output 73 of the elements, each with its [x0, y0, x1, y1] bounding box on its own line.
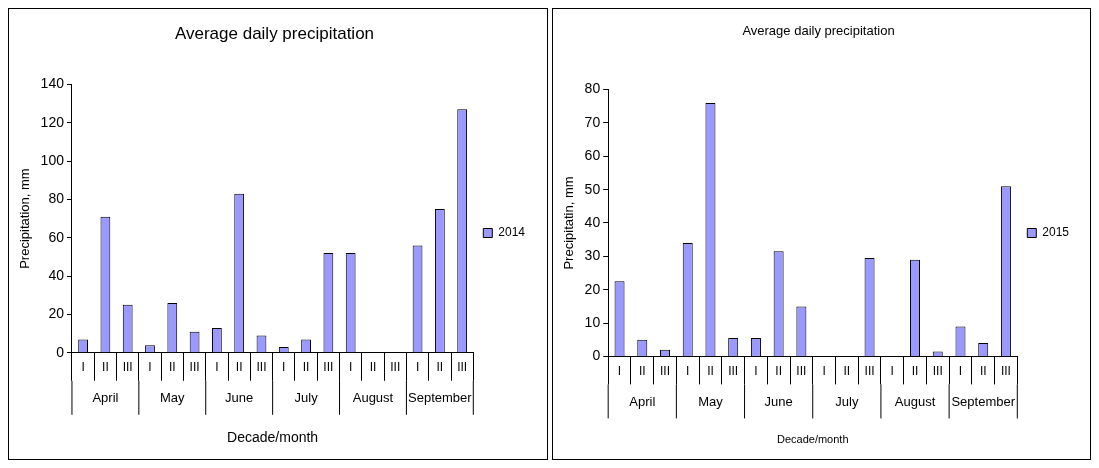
y-tick-label: 20 — [48, 305, 65, 322]
x-tick-label: I — [890, 363, 894, 378]
y-axis-title: Precipitatin, mm — [560, 176, 576, 270]
x-tick-label: III — [659, 363, 670, 378]
y-tick-label: 20 — [584, 280, 600, 297]
x-tick-label: I — [958, 363, 962, 378]
x-tick-label: I — [617, 363, 621, 378]
x-tick-label: II — [102, 360, 109, 375]
x-tick-label: II — [436, 360, 444, 375]
y-tick-label: 120 — [40, 113, 65, 130]
y-tick-label: 0 — [591, 347, 600, 364]
y-tick-label: 140 — [40, 75, 65, 92]
y-axis-title: Precipitation, mm — [17, 168, 33, 269]
y-tick-label: 60 — [48, 228, 65, 245]
x-tick-label: III — [864, 363, 875, 378]
text: June — [225, 390, 254, 406]
x-tick-label: III — [457, 360, 468, 375]
text: July — [294, 390, 319, 406]
x-tick-label: II — [302, 360, 310, 375]
text: April — [92, 390, 119, 406]
text: September — [408, 390, 473, 406]
text: September — [950, 393, 1016, 409]
x-tick-label: III — [256, 360, 267, 375]
x-tick-label: I — [282, 360, 286, 375]
x-tick-label: I — [148, 360, 152, 375]
x-tick-label: III — [323, 360, 334, 375]
y-tick-label: 50 — [584, 180, 600, 197]
text: April — [628, 393, 655, 409]
x-tick-label: III — [727, 363, 738, 378]
y-tick-label: 80 — [584, 80, 600, 97]
x-tick-label: I — [349, 360, 353, 375]
text: August — [352, 390, 394, 406]
x-tick-label: III — [189, 360, 200, 375]
x-tick-label: II — [774, 363, 782, 378]
x-tick-label: I — [821, 363, 826, 378]
y-tick-label: 100 — [40, 151, 65, 168]
text: August — [894, 393, 936, 409]
x-tick-label: II — [706, 363, 714, 378]
x-tick-label: II — [168, 360, 176, 375]
x-tick-label: III — [390, 360, 401, 375]
x-tick-label: II — [911, 363, 918, 378]
y-tick-label: 40 — [584, 213, 600, 230]
y-tick-label: 0 — [56, 343, 65, 360]
y-tick-label: 70 — [584, 113, 600, 130]
x-tick-label: I — [685, 363, 689, 378]
x-axis-title: Decade/month — [227, 429, 319, 446]
text: May — [160, 390, 186, 406]
y-tick-label: 80 — [48, 190, 65, 207]
x-tick-label: I — [415, 360, 420, 375]
x-tick-label: II — [235, 360, 243, 375]
x-tick-label: II — [843, 363, 850, 378]
x-tick-label: III — [1000, 363, 1011, 378]
text: July — [834, 393, 859, 409]
text: June — [764, 393, 793, 409]
x-tick-label: I — [215, 360, 219, 375]
x-tick-label: II — [979, 363, 987, 378]
x-tick-label: II — [638, 363, 646, 378]
text: May — [697, 393, 723, 409]
x-axis-title: Decade/month — [776, 433, 849, 446]
chart-title: Average daily precipitation — [741, 23, 895, 39]
x-tick-label: I — [753, 363, 758, 378]
x-tick-label: I — [81, 360, 85, 375]
y-tick-label: 40 — [48, 266, 65, 283]
x-tick-label: III — [932, 363, 943, 378]
x-tick-label: III — [795, 363, 806, 378]
legend-label: 2015 — [1041, 225, 1069, 240]
legend-label: 2014 — [498, 225, 526, 240]
y-tick-label: 10 — [584, 313, 600, 330]
x-tick-label: II — [369, 360, 377, 375]
y-tick-label: 30 — [584, 247, 600, 264]
y-tick-label: 60 — [584, 147, 600, 164]
chart-title: Average daily precipitation — [174, 23, 375, 43]
x-tick-label: III — [122, 360, 133, 375]
